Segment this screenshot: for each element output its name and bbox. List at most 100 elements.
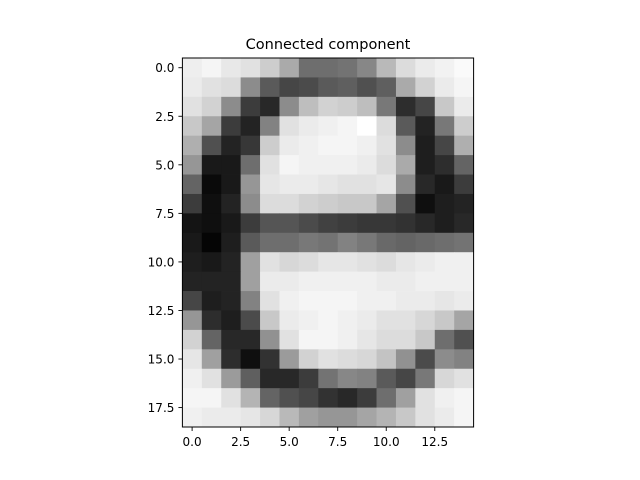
heatmap-cell bbox=[201, 96, 222, 117]
heatmap-cell bbox=[434, 213, 455, 234]
heatmap-cell bbox=[279, 174, 300, 195]
y-tick-label: 0.0 bbox=[155, 61, 174, 75]
heatmap-cell bbox=[260, 252, 280, 273]
heatmap-cell bbox=[454, 368, 474, 389]
heatmap-cell bbox=[395, 58, 416, 78]
heatmap-cell bbox=[415, 213, 436, 234]
heatmap-cell bbox=[395, 155, 416, 175]
heatmap-cell bbox=[395, 407, 416, 428]
heatmap-cell bbox=[279, 310, 300, 331]
heatmap-cell bbox=[454, 155, 474, 175]
heatmap-cell bbox=[240, 96, 261, 117]
heatmap-cell bbox=[260, 155, 280, 175]
heatmap-cell bbox=[279, 77, 300, 98]
y-tick-label: 7.5 bbox=[155, 207, 174, 221]
heatmap-cell bbox=[260, 407, 280, 428]
heatmap-cell bbox=[337, 96, 358, 117]
heatmap-cell bbox=[395, 135, 416, 156]
y-tick-label: 12.5 bbox=[148, 304, 175, 318]
heatmap-cell bbox=[318, 155, 339, 175]
heatmap-cell bbox=[221, 329, 242, 350]
heatmap-cell bbox=[298, 116, 319, 137]
heatmap-cell bbox=[337, 310, 358, 331]
y-tick-label: 5.0 bbox=[155, 158, 174, 172]
heatmap-cell bbox=[298, 368, 319, 389]
heatmap-cell bbox=[337, 271, 358, 292]
heatmap-cell bbox=[357, 271, 377, 292]
heatmap-cell bbox=[182, 252, 203, 273]
heatmap-cell bbox=[182, 135, 203, 156]
heatmap-cell bbox=[201, 135, 222, 156]
heatmap-cell bbox=[337, 368, 358, 389]
x-tick-label: 0.0 bbox=[183, 435, 202, 449]
heatmap-cell bbox=[434, 329, 455, 350]
heatmap-cell bbox=[298, 135, 319, 156]
heatmap-cell bbox=[298, 232, 319, 253]
heatmap-cell bbox=[415, 310, 436, 331]
heatmap-cell bbox=[357, 174, 377, 195]
heatmap-cell bbox=[318, 407, 339, 428]
heatmap-cell bbox=[454, 58, 474, 78]
heatmap-cell bbox=[434, 77, 455, 98]
heatmap-cell bbox=[395, 77, 416, 98]
heatmap-cell bbox=[376, 407, 397, 428]
heatmap-cell bbox=[415, 388, 436, 408]
heatmap-cell bbox=[298, 349, 319, 370]
x-tick-label: 5.0 bbox=[280, 435, 299, 449]
heatmap-cell bbox=[337, 174, 358, 195]
heatmap-cell bbox=[454, 193, 474, 214]
heatmap-cell bbox=[240, 368, 261, 389]
y-tick-label: 2.5 bbox=[155, 110, 174, 124]
heatmap-cell bbox=[357, 232, 377, 253]
heatmap-cell bbox=[357, 252, 377, 273]
heatmap-cell bbox=[260, 271, 280, 292]
heatmap-cell bbox=[260, 96, 280, 117]
heatmap-cell bbox=[454, 116, 474, 137]
heatmap-cell bbox=[376, 388, 397, 408]
heatmap-cell bbox=[434, 135, 455, 156]
heatmap-cell bbox=[454, 252, 474, 273]
heatmap-cell bbox=[221, 291, 242, 311]
heatmap-cell bbox=[201, 174, 222, 195]
heatmap-cell bbox=[376, 116, 397, 137]
heatmap-cell bbox=[415, 96, 436, 117]
heatmap-cell bbox=[318, 193, 339, 214]
heatmap-cell bbox=[454, 388, 474, 408]
heatmap-cell bbox=[434, 407, 455, 428]
heatmap-cell bbox=[279, 271, 300, 292]
heatmap-cell bbox=[318, 368, 339, 389]
heatmap-cell bbox=[454, 407, 474, 428]
heatmap-cell bbox=[454, 77, 474, 98]
x-tick-label: 12.5 bbox=[421, 435, 448, 449]
heatmap-cell bbox=[298, 329, 319, 350]
heatmap-cell bbox=[182, 349, 203, 370]
heatmap-cell bbox=[221, 368, 242, 389]
heatmap-cell bbox=[337, 349, 358, 370]
heatmap-cell bbox=[318, 310, 339, 331]
heatmap-cell bbox=[434, 310, 455, 331]
heatmap-cell bbox=[221, 232, 242, 253]
heatmap-cell bbox=[415, 349, 436, 370]
heatmap-cell bbox=[357, 116, 377, 137]
heatmap-cell bbox=[260, 388, 280, 408]
heatmap-cell bbox=[221, 252, 242, 273]
heatmap-cell bbox=[260, 193, 280, 214]
heatmap-cell bbox=[337, 291, 358, 311]
heatmap-cell bbox=[221, 407, 242, 428]
heatmap-cell bbox=[376, 349, 397, 370]
heatmap-cell bbox=[357, 213, 377, 234]
heatmap-cell bbox=[298, 174, 319, 195]
heatmap-cell bbox=[395, 252, 416, 273]
heatmap-cell bbox=[318, 329, 339, 350]
heatmap-cell bbox=[298, 407, 319, 428]
heatmap-cell bbox=[298, 388, 319, 408]
x-tick-label: 7.5 bbox=[328, 435, 347, 449]
heatmap-cell bbox=[260, 349, 280, 370]
heatmap-cell bbox=[201, 232, 222, 253]
heatmap-cell bbox=[337, 77, 358, 98]
heatmap-cell bbox=[454, 349, 474, 370]
heatmap-cell bbox=[201, 77, 222, 98]
heatmap-cell bbox=[260, 310, 280, 331]
heatmap-cell bbox=[337, 329, 358, 350]
